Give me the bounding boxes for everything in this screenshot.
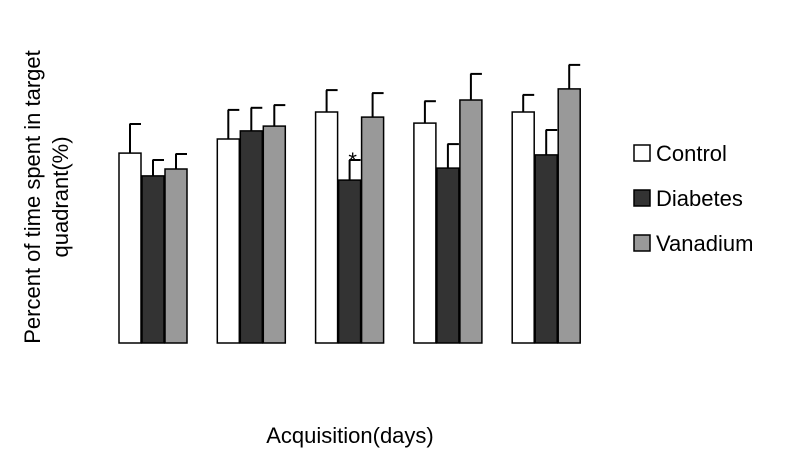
legend-swatch (633, 144, 651, 162)
bar (262, 125, 287, 344)
bar (360, 116, 385, 344)
bar (141, 175, 165, 344)
x-axis-label: Acquisition(days) (266, 423, 434, 448)
bar (436, 167, 460, 344)
bar (216, 138, 241, 344)
bar (413, 122, 437, 344)
legend-label: Vanadium (656, 231, 753, 256)
bar (459, 99, 483, 344)
legend-swatch (633, 234, 651, 252)
legend-label: Diabetes (656, 186, 743, 211)
bar (239, 130, 264, 344)
legend-label: Control (656, 141, 727, 166)
bar (557, 88, 581, 344)
y-axis-label: quadrant(%) (48, 136, 73, 257)
bar (337, 179, 362, 344)
legend-swatch (633, 189, 651, 207)
y-axis-label: Percent of time spent in target (20, 50, 45, 344)
bar (118, 152, 142, 344)
bar (164, 168, 188, 344)
annotation: * (348, 148, 357, 173)
bar (511, 111, 535, 344)
bar (314, 111, 339, 344)
bar (534, 154, 558, 344)
